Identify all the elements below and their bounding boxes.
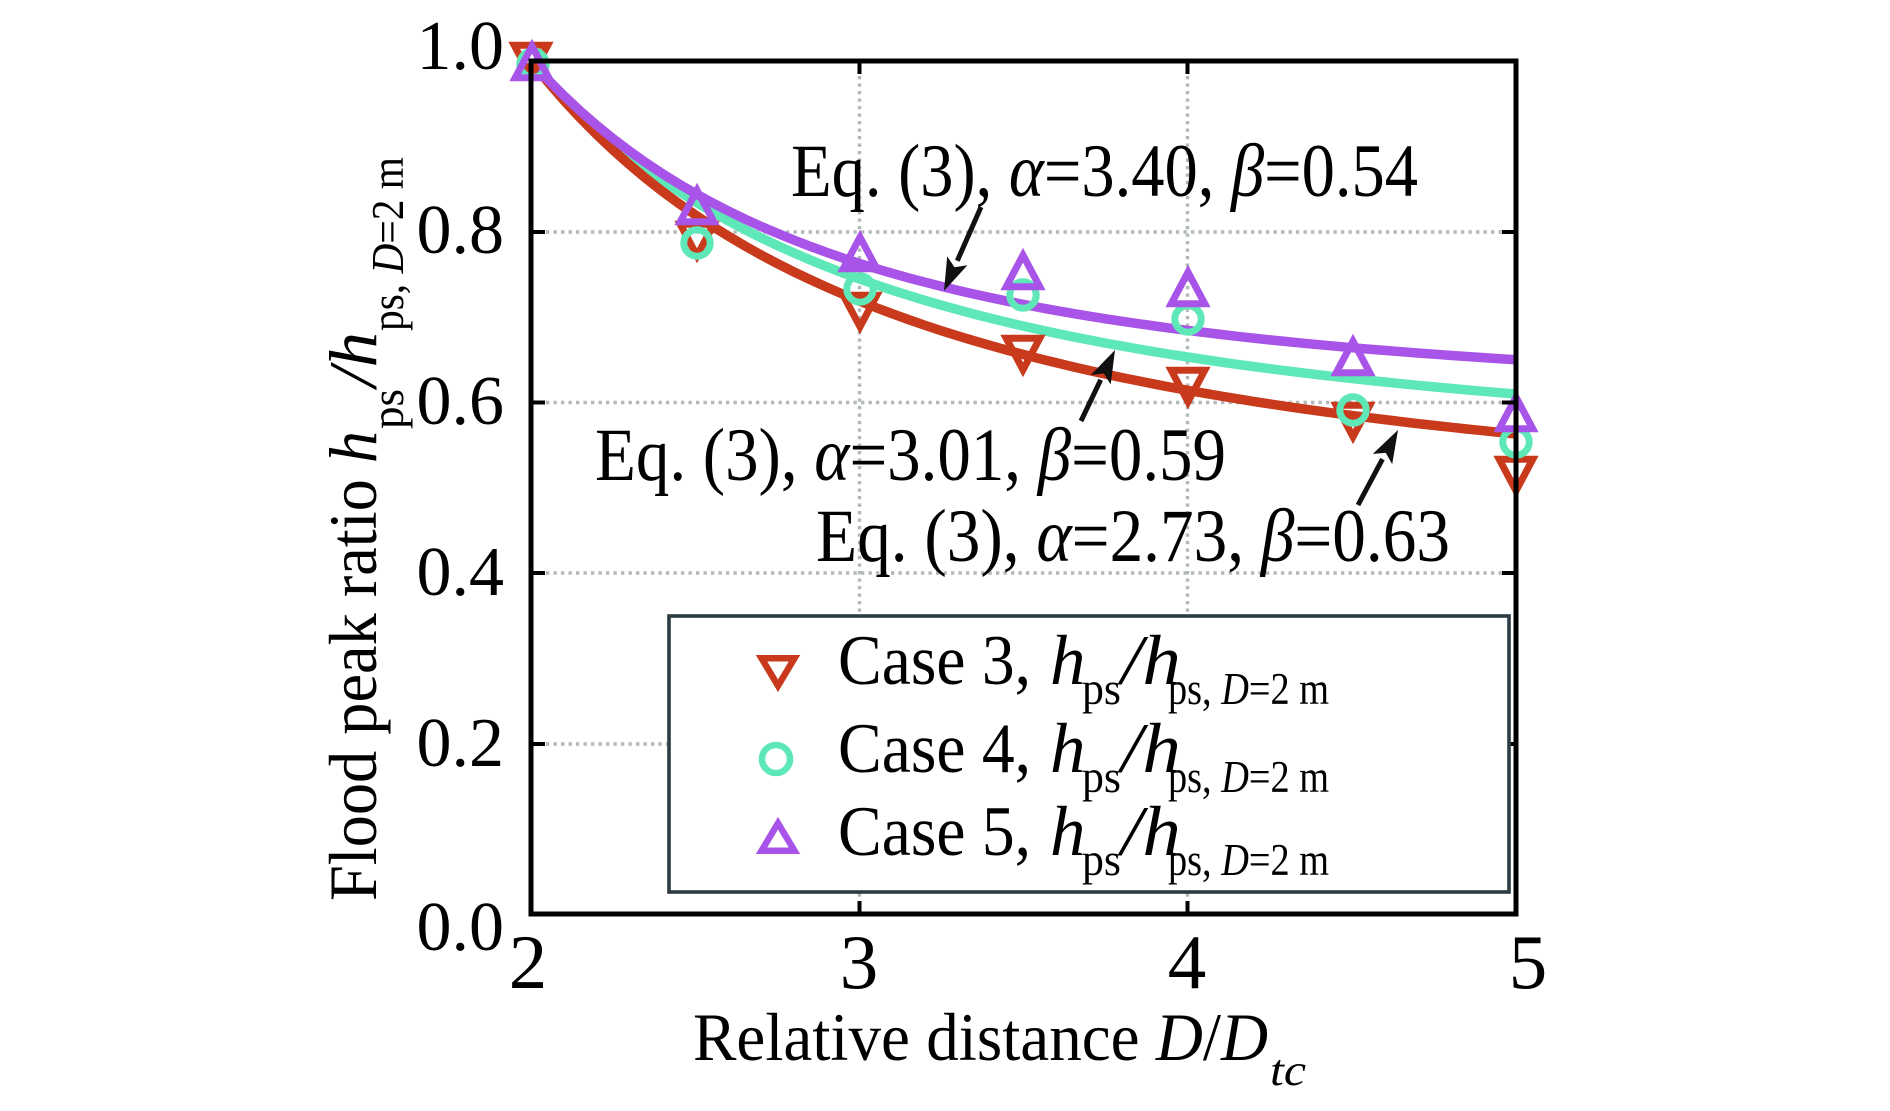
svg-text:Eq. (3), α=3.01, β=0.59: Eq. (3), α=3.01, β=0.59 — [595, 414, 1226, 497]
svg-text:Relative distance D/D: Relative distance D/D — [693, 999, 1268, 1075]
svg-text:4: 4 — [1168, 919, 1207, 1005]
svg-text:ps: ps — [1082, 752, 1121, 802]
svg-text:3: 3 — [840, 919, 879, 1005]
svg-text:ps: ps — [1082, 835, 1121, 885]
svg-text:0.4: 0.4 — [417, 534, 505, 611]
svg-text:h: h — [1050, 622, 1086, 700]
svg-text:/h: /h — [1117, 710, 1181, 788]
svg-text:h: h — [1050, 793, 1086, 871]
svg-text:h: h — [1050, 710, 1086, 788]
svg-text:1.0: 1.0 — [417, 8, 505, 85]
svg-text:0.2: 0.2 — [417, 705, 505, 782]
svg-text:/h: /h — [315, 332, 391, 391]
svg-text:Case 3,: Case 3, — [838, 622, 1031, 700]
svg-text:Eq. (3), α=2.73, β=0.63: Eq. (3), α=2.73, β=0.63 — [816, 495, 1450, 578]
svg-text:ps, D=2 m: ps, D=2 m — [1168, 664, 1329, 714]
svg-text:ps: ps — [362, 389, 413, 429]
svg-text:/h: /h — [1117, 622, 1181, 700]
svg-text:ps, D=2 m: ps, D=2 m — [362, 157, 413, 331]
svg-text:ps, D=2 m: ps, D=2 m — [1168, 752, 1329, 802]
svg-text:/h: /h — [1117, 793, 1181, 871]
svg-text:Flood peak ratio h: Flood peak ratio h — [315, 431, 391, 901]
svg-text:0.8: 0.8 — [417, 192, 505, 269]
svg-text:tc: tc — [1270, 1046, 1307, 1095]
svg-text:ps, D=2 m: ps, D=2 m — [1168, 835, 1329, 885]
svg-text:0.6: 0.6 — [417, 363, 505, 440]
svg-text:0.0: 0.0 — [417, 889, 505, 966]
svg-text:Eq. (3), α=3.40, β=0.54: Eq. (3), α=3.40, β=0.54 — [791, 130, 1418, 213]
svg-text:ps: ps — [1082, 664, 1121, 714]
svg-text:Case 4,: Case 4, — [838, 710, 1031, 788]
svg-text:Case 5,: Case 5, — [838, 793, 1031, 871]
svg-text:5: 5 — [1509, 919, 1548, 1005]
svg-text:2: 2 — [509, 919, 548, 1005]
